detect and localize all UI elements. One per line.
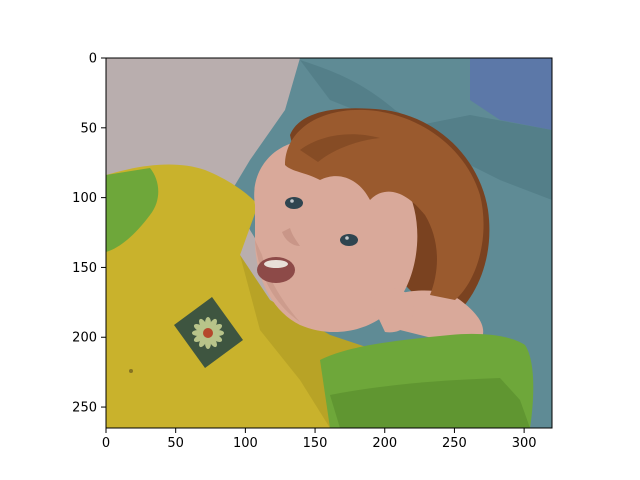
flower-icon [192,317,224,349]
flower-petal [199,336,207,348]
flower-petal [209,336,217,348]
right-eye [340,234,358,246]
x-tick-label: 150 [303,436,328,451]
flower-center [203,328,213,338]
ear [370,288,414,333]
y-tick-label: 150 [72,261,97,276]
x-tick-label: 300 [512,436,537,451]
x-tick-label: 0 [102,436,110,451]
shirt-spot [129,369,133,373]
left-eye-highlight [290,199,294,203]
right-eye-highlight [345,236,349,240]
y-tick-label: 0 [89,52,97,67]
hair-strands [300,134,380,162]
y-tick-label: 250 [72,401,97,416]
teeth [264,260,288,268]
left-eye [285,197,303,209]
x-tick-label: 250 [442,436,467,451]
x-tick-label: 100 [233,436,258,451]
flower-petal [193,324,205,332]
flower-petal [209,318,217,330]
y-tick-label: 50 [80,121,97,136]
y-tick-label: 200 [72,331,97,346]
hair-fringe [285,109,484,300]
y-tick-label: 100 [72,191,97,206]
nose [282,228,300,246]
flower-petal [199,318,207,330]
axes-frame [105,57,553,429]
x-tick-label: 200 [372,436,397,451]
x-tick-label: 50 [167,436,184,451]
flower-petal [211,324,223,332]
pillow-blue-corner [470,58,552,130]
flower-petal [211,334,223,342]
flower-petal [193,334,205,342]
left-sleeve [106,168,159,252]
right-sleeve-shadow [330,378,530,428]
shirt-patch [174,297,243,368]
y-axis: 0 50 100 150 200 250 [72,52,106,416]
image-area [106,58,552,428]
x-axis: 0 50 100 150 200 250 300 [102,428,537,451]
